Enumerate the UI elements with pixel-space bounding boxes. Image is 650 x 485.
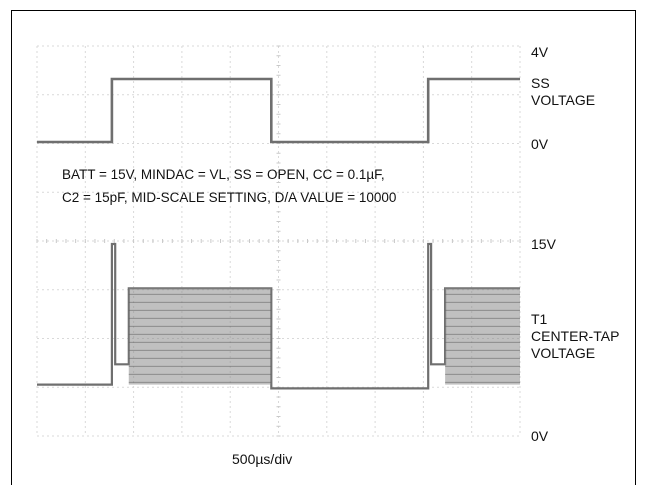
x-axis-scale-label: 500µs/div [232, 451, 293, 467]
ss-voltage-trace [37, 77, 520, 144]
t1-name-line-1: T1 [531, 311, 548, 327]
t1-name-line-3: VOLTAGE [531, 345, 596, 361]
figure-frame [11, 10, 636, 485]
ss-bottom-voltage-label: 0V [531, 136, 549, 152]
t1-name-line-2: CENTER-TAP [531, 328, 620, 344]
ss-name-line-1: SS [531, 75, 550, 91]
test-conditions-line-2: C2 = 15pF, MID-SCALE SETTING, D/A VALUE … [62, 190, 397, 205]
t1-center-tap-trace [37, 242, 520, 390]
test-conditions-line-1: BATT = 15V, MINDAC = VL, SS = OPEN, CC =… [62, 167, 385, 182]
ss-name-label: SS VOLTAGE [531, 75, 595, 109]
ss-name-line-2: VOLTAGE [531, 92, 596, 108]
scope-traces [37, 77, 520, 390]
t1-ringing-envelope [128, 288, 272, 385]
t1-ringing-envelope [445, 288, 520, 385]
t1-name-label: T1 CENTER-TAP VOLTAGE [531, 311, 619, 362]
t1-bottom-voltage-label: 0V [531, 428, 549, 444]
ss-top-voltage-label: 4V [531, 44, 549, 60]
scope-grid [36, 45, 521, 437]
t1-top-voltage-label: 15V [531, 236, 556, 252]
